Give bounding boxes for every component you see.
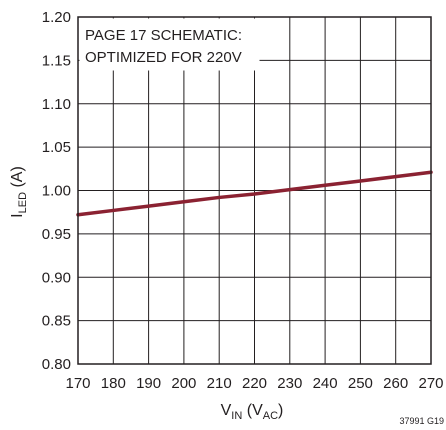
plot-border bbox=[77, 16, 432, 365]
x-axis-title-main: V bbox=[221, 402, 232, 419]
y-axis-title-unit: (A) bbox=[9, 166, 26, 192]
x-axis-title: VIN (VAC) bbox=[221, 402, 284, 422]
annotation-line-1: PAGE 17 SCHEMATIC: bbox=[85, 27, 242, 44]
y-tick-label: 0.85 bbox=[42, 313, 71, 330]
x-tick-label: 250 bbox=[348, 375, 373, 392]
x-axis-title-main-subscript: IN bbox=[231, 410, 242, 422]
annotation-box: PAGE 17 SCHEMATIC: OPTIMIZED FOR 220V bbox=[79, 18, 260, 71]
x-axis-title-unit-subscript: AC bbox=[263, 410, 278, 422]
y-tick-label: 1.10 bbox=[42, 96, 71, 113]
x-tick-label: 230 bbox=[277, 375, 302, 392]
x-tick-label: 210 bbox=[207, 375, 232, 392]
x-tick-labels: 170 180 190 200 210 220 230 240 250 260 270 bbox=[65, 375, 443, 392]
y-tick-label: 1.15 bbox=[42, 52, 71, 69]
series-line bbox=[76, 170, 433, 217]
y-tick-label: 1.05 bbox=[42, 139, 71, 156]
y-axis-title-main-subscript: LED bbox=[17, 192, 29, 213]
y-tick-labels: 0.80 0.85 0.90 0.95 1.00 1.05 1.10 1.15 1.20 bbox=[42, 9, 71, 373]
y-tick-label: 1.00 bbox=[42, 183, 71, 200]
x-axis-title-unit-open: (V bbox=[242, 402, 263, 419]
y-axis-title-main: I bbox=[9, 213, 26, 217]
series-layer bbox=[76, 170, 433, 217]
y-tick-label: 0.90 bbox=[42, 269, 71, 286]
x-tick-label: 240 bbox=[313, 375, 338, 392]
annotation-line-2: OPTIMIZED FOR 220V bbox=[85, 49, 242, 66]
x-tick-label: 200 bbox=[171, 375, 196, 392]
x-tick-label: 220 bbox=[242, 375, 267, 392]
x-tick-label: 170 bbox=[65, 375, 90, 392]
figure-code: 37991 G19 bbox=[399, 416, 444, 426]
plot-frame bbox=[77, 16, 432, 365]
x-axis-title-unit-close: ) bbox=[278, 402, 283, 419]
x-tick-label: 180 bbox=[101, 375, 126, 392]
y-axis-title: ILED (A) bbox=[9, 166, 29, 218]
y-tick-label: 0.95 bbox=[42, 226, 71, 243]
y-tick-label: 1.20 bbox=[42, 9, 71, 26]
x-tick-label: 190 bbox=[136, 375, 161, 392]
annotation-background bbox=[79, 18, 260, 71]
x-tick-label: 270 bbox=[418, 375, 443, 392]
y-tick-label: 0.80 bbox=[42, 356, 71, 373]
x-tick-label: 260 bbox=[383, 375, 408, 392]
